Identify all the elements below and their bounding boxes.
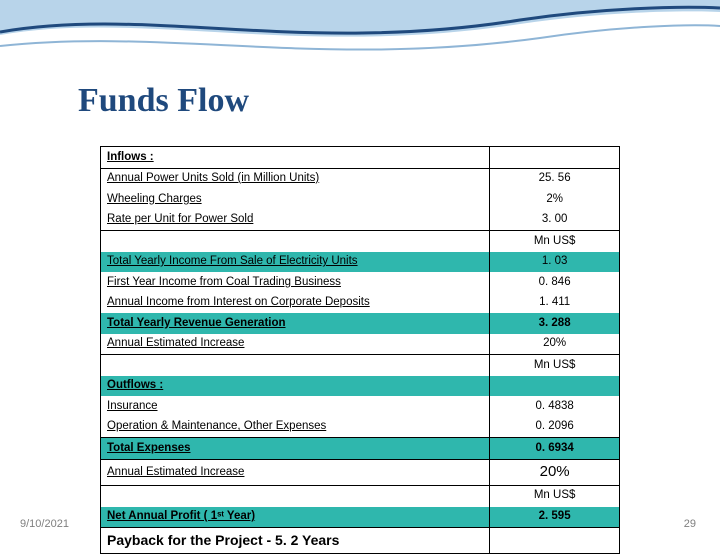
row-label: Inflows : [107, 151, 154, 163]
row-value: 2. 595 [539, 510, 571, 522]
row-value: 0. 846 [539, 276, 571, 288]
row-value: 3. 00 [542, 213, 568, 225]
header-swoosh [0, 0, 720, 90]
funds-flow-table: Inflows : Annual Power Units Sold (in Mil… [100, 146, 620, 554]
row-label: Net Annual Profit ( 1ˢᵗ Year) [107, 510, 255, 522]
row-label: Insurance [107, 400, 158, 412]
row-value: 3. 288 [539, 317, 571, 329]
row-value: 1. 411 [539, 296, 570, 308]
row-label: Operation & Maintenance, Other Expenses [107, 420, 326, 432]
row-label: Outflows : [107, 379, 163, 391]
row-label: Annual Income from Interest on Corporate… [107, 296, 370, 308]
row-value: 2% [546, 193, 563, 205]
row-label: Rate per Unit for Power Sold [107, 213, 253, 225]
row-label: Annual Estimated Increase [107, 466, 244, 478]
row-value: 25. 56 [539, 172, 571, 184]
footer-date: 9/10/2021 [20, 518, 69, 530]
row-label: Annual Estimated Increase [107, 337, 244, 349]
row-value: Mn US$ [534, 489, 576, 501]
slide-title: Funds Flow [78, 82, 249, 120]
row-value: 0. 4838 [535, 400, 573, 412]
row-label: Total Yearly Income From Sale of Electri… [107, 255, 358, 267]
row-label: Total Yearly Revenue Generation [107, 317, 286, 329]
row-value: 1. 03 [542, 255, 568, 267]
row-value: 0. 2096 [535, 420, 573, 432]
row-label: Annual Power Units Sold (in Million Unit… [107, 172, 319, 184]
row-label: Total Expenses [107, 442, 191, 454]
row-value: 20% [540, 463, 570, 480]
row-value: 0. 6934 [535, 442, 573, 454]
row-value: 20% [543, 337, 566, 349]
row-value: Mn US$ [534, 359, 576, 371]
footer-page-number: 29 [684, 518, 696, 530]
row-label: First Year Income from Coal Trading Busi… [107, 276, 341, 288]
row-value: Mn US$ [534, 235, 576, 247]
row-label: Wheeling Charges [107, 193, 202, 205]
